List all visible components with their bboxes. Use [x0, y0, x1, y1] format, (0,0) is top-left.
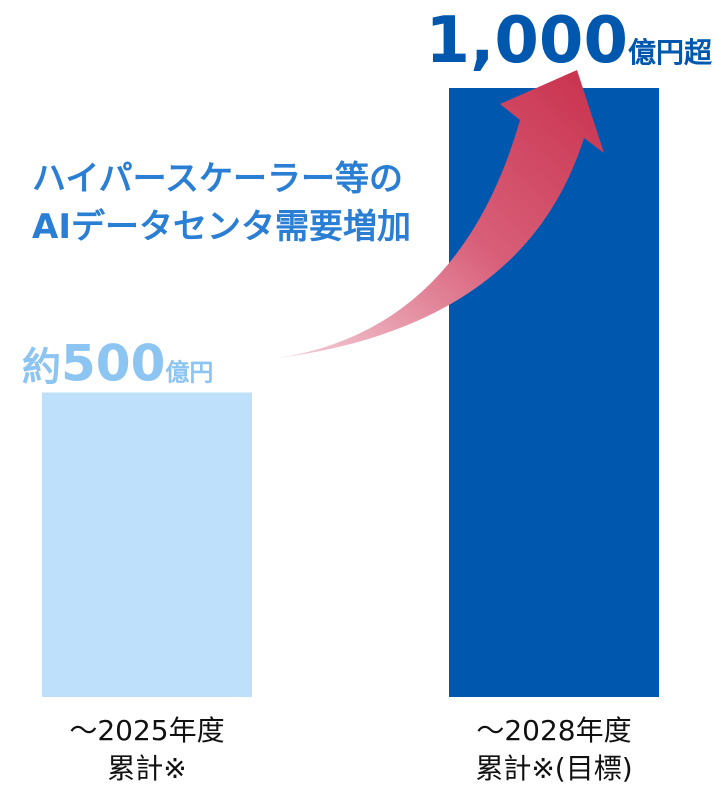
annotation-line: ハイパースケーラー等の: [32, 159, 403, 199]
x-tick-label: ～2025年度: [69, 714, 224, 747]
x-tick-label: 累計※: [107, 752, 186, 785]
value-label: 1,000億円超: [426, 4, 713, 78]
growth-arrow: [278, 70, 604, 358]
bar: [42, 392, 252, 697]
value-label: 約500億円: [22, 335, 213, 393]
x-tick-label: ～2028年度: [476, 714, 631, 747]
annotation-line: AIデータセンタ需要増加: [32, 207, 411, 247]
x-tick-label: 累計※(目標): [475, 752, 632, 785]
